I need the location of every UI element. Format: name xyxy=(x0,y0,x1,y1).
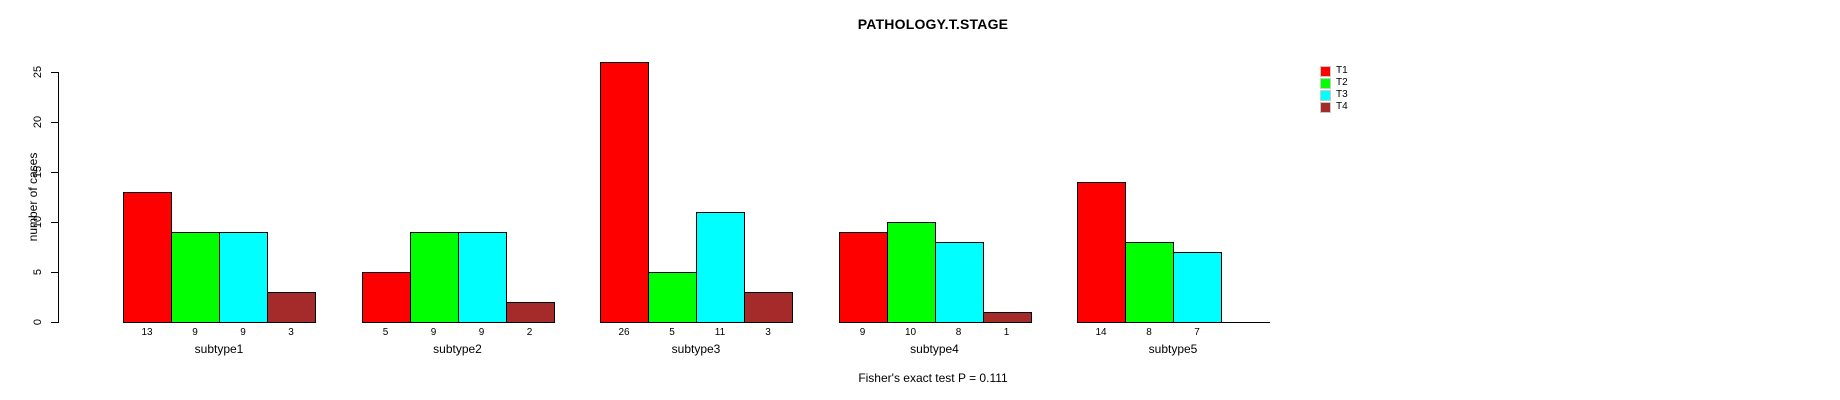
category-label-subtype3: subtype3 xyxy=(671,342,721,356)
y-axis-tick xyxy=(51,122,58,123)
category-label-subtype4: subtype4 xyxy=(910,342,959,356)
bar-subtype2-T3 xyxy=(457,232,507,323)
bar-value-label: 9 xyxy=(478,327,485,338)
bar-value-label: 5 xyxy=(669,327,675,338)
bar-value-label: 14 xyxy=(1095,327,1107,338)
bar-value-label: 1 xyxy=(1003,327,1010,338)
legend-swatch-T1 xyxy=(1320,66,1331,77)
bar-subtype5-T2 xyxy=(1125,242,1174,323)
bar-subtype3-T4 xyxy=(744,292,793,323)
bar-subtype1-T1 xyxy=(123,192,172,323)
bar-subtype1-T3 xyxy=(219,232,268,323)
bar-value-label: 5 xyxy=(382,327,389,338)
y-axis-tick-label: 5 xyxy=(32,268,44,276)
bar-subtype3-T2 xyxy=(648,272,697,323)
y-axis-tick-label: 10 xyxy=(32,215,44,229)
y-axis-tick xyxy=(51,222,58,223)
bar-value-label: 9 xyxy=(192,327,198,338)
bar-subtype1-T4 xyxy=(267,292,316,323)
y-axis-tick xyxy=(51,172,58,173)
bar-value-label: 3 xyxy=(765,327,771,338)
bar-value-label: 9 xyxy=(430,327,437,338)
bar-subtype4-T3 xyxy=(934,242,984,323)
y-axis-line xyxy=(58,72,59,323)
bar-value-label: 10 xyxy=(904,327,917,338)
bar-subtype3-T1 xyxy=(600,62,649,323)
y-axis-tick xyxy=(51,72,58,73)
bar-subtype5-T3 xyxy=(1173,252,1222,323)
bar-subtype2-T1 xyxy=(361,272,411,323)
bar-value-label: 2 xyxy=(526,327,533,338)
legend-swatch-T4 xyxy=(1320,102,1331,113)
legend-swatch-T2 xyxy=(1320,78,1331,89)
y-axis-tick-label: 15 xyxy=(32,165,44,179)
legend-label-T3: T3 xyxy=(1336,89,1348,100)
legend-label-T2: T2 xyxy=(1336,77,1348,88)
bar-subtype4-T1 xyxy=(838,232,888,323)
bar-subtype1-T2 xyxy=(171,232,220,323)
bar-value-label: 9 xyxy=(859,327,866,338)
y-axis-tick-label: 0 xyxy=(32,318,44,326)
category-label-subtype2: subtype2 xyxy=(433,342,482,356)
legend-label-T1: T1 xyxy=(1336,65,1348,76)
y-axis-tick xyxy=(51,272,58,273)
legend-label-T4: T4 xyxy=(1336,101,1348,112)
bar-value-label: 11 xyxy=(714,327,726,338)
bar-subtype2-T4 xyxy=(505,302,555,323)
legend-swatch-T3 xyxy=(1320,90,1331,101)
bar-value-label: 9 xyxy=(240,327,246,338)
bar-subtype5-T4 xyxy=(1221,322,1270,323)
bar-value-label: 8 xyxy=(1146,327,1152,338)
y-axis-tick xyxy=(51,322,58,323)
bar-value-label: 8 xyxy=(955,327,962,338)
bar-value-label: 26 xyxy=(618,327,630,338)
bar-subtype5-T1 xyxy=(1077,182,1126,323)
chart-title: PATHOLOGY.T.STAGE xyxy=(857,16,1009,32)
category-label-subtype5: subtype5 xyxy=(1148,342,1198,356)
bar-subtype4-T4 xyxy=(982,312,1032,323)
bar-value-label: 7 xyxy=(1194,327,1200,338)
bar-value-label: 13 xyxy=(141,327,153,338)
y-axis-tick-label: 25 xyxy=(32,65,44,79)
y-axis-tick-label: 20 xyxy=(32,115,44,129)
bar-value-label: 3 xyxy=(288,327,294,338)
bar-subtype4-T2 xyxy=(886,222,936,323)
category-label-subtype1: subtype1 xyxy=(194,342,244,356)
bar-subtype2-T2 xyxy=(409,232,459,323)
fisher-test-annotation: Fisher's exact test P = 0.111 xyxy=(858,371,1008,385)
bar-subtype3-T3 xyxy=(696,212,745,323)
